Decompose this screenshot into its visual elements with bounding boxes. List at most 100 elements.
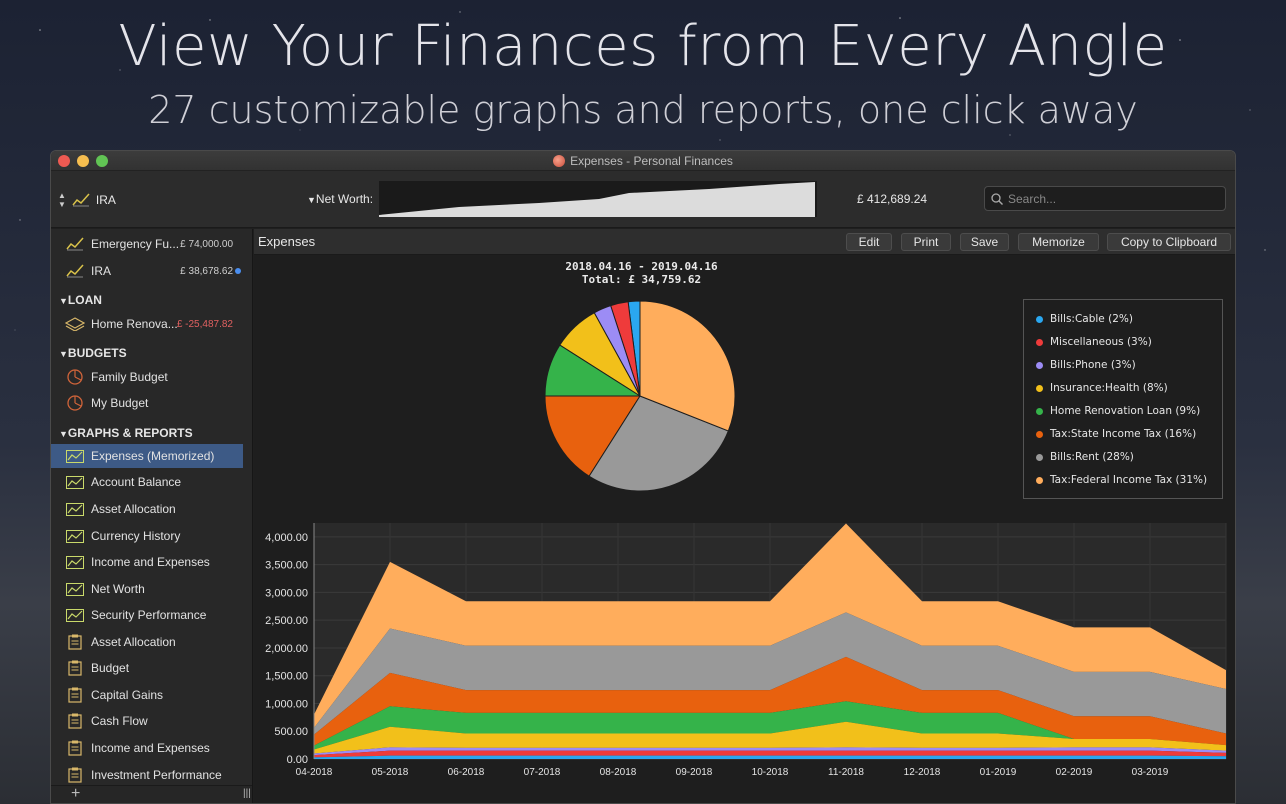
budget-pie-icon <box>65 395 85 411</box>
y-tick-label: 4,000.00 <box>265 532 308 544</box>
x-tick-label: 06-2018 <box>448 767 485 778</box>
x-tick-label: 04-2018 <box>296 767 333 778</box>
legend-swatch <box>1036 361 1043 369</box>
area-series-6[interactable] <box>314 612 1226 735</box>
close-window-button[interactable] <box>58 155 70 167</box>
net-worth-dropdown[interactable]: ▼Net Worth: <box>307 192 373 206</box>
legend-item-cable: Bills:Cable (2%) <box>1036 313 1133 325</box>
y-tick-label: 2,000.00 <box>265 643 308 655</box>
sidebar-item-cash-flow[interactable]: Cash Flow <box>51 709 243 733</box>
report-clipboard-icon <box>65 767 85 783</box>
pie-slice-7[interactable] <box>639 300 736 432</box>
y-tick-label: 3,500.00 <box>265 560 308 572</box>
sidebar-item-expenses-memorized[interactable]: Expenses (Memorized) <box>51 444 243 468</box>
y-tick-label: 500.00 <box>274 726 308 738</box>
account-selector[interactable]: ▲ ▼ IRA <box>58 191 116 209</box>
print-button[interactable]: Print <box>901 233 951 251</box>
sidebar-item-label: Net Worth <box>91 582 145 596</box>
area-series-1[interactable] <box>314 750 1226 758</box>
legend-swatch <box>1036 476 1043 484</box>
search-field[interactable] <box>984 186 1226 211</box>
legend-item-phone: Bills:Phone (3%) <box>1036 359 1136 371</box>
app-window: Expenses - Personal Finances ▲ ▼ IRA ▼Net… <box>50 150 1236 804</box>
sidebar-item-label: Emergency Fu... <box>91 237 180 251</box>
sidebar-item-asset-allocation-graph[interactable]: Asset Allocation <box>51 497 243 521</box>
legend-swatch <box>1036 453 1043 461</box>
unread-dot-icon <box>235 268 241 274</box>
sidebar-item-family-budget[interactable]: Family Budget <box>51 365 243 389</box>
minimize-window-button[interactable] <box>77 155 89 167</box>
sidebar-item-label: Account Balance <box>91 475 182 489</box>
sidebar-item-asset-allocation-report[interactable]: Asset Allocation <box>51 630 243 654</box>
section-header-budgets[interactable]: ▼BUDGETS <box>59 346 127 360</box>
edit-button[interactable]: Edit <box>846 233 892 251</box>
sidebar-item-label: Expenses (Memorized) <box>91 449 215 463</box>
copy-to-clipboard-button[interactable]: Copy to Clipboard <box>1107 233 1231 251</box>
pie-slice-5[interactable] <box>544 395 641 477</box>
sidebar-item-label: IRA <box>91 264 112 278</box>
legend-item-insurance: Insurance:Health (8%) <box>1036 382 1168 394</box>
legend-item-rent: Bills:Rent (28%) <box>1036 451 1134 463</box>
legend-item-state-tax: Tax:State Income Tax (16%) <box>1036 428 1196 440</box>
sidebar-item-income-expenses-report[interactable]: Income and Expenses <box>51 736 243 760</box>
y-tick-label: 0.00 <box>287 754 308 766</box>
sidebar-item-capital-gains[interactable]: Capital Gains <box>51 683 243 707</box>
sidebar-item-ira[interactable]: IRA £ 38,678.62 <box>51 259 243 283</box>
report-content: Expenses Edit Print Save Memorize Copy t… <box>254 229 1235 803</box>
app-logo-icon <box>553 154 566 167</box>
account-balance: £ 38,678.62 <box>180 265 233 277</box>
memorize-button[interactable]: Memorize <box>1018 233 1099 251</box>
sidebar-item-investment-performance[interactable]: Investment Performance <box>51 763 243 787</box>
loan-stack-icon <box>65 316 85 332</box>
sidebar-item-account-balance[interactable]: Account Balance <box>51 470 243 494</box>
sidebar-item-security-performance[interactable]: Security Performance <box>51 603 243 627</box>
disclosure-triangle-icon: ▼ <box>59 296 68 306</box>
x-tick-label: 08-2018 <box>600 767 637 778</box>
investment-account-icon <box>65 263 85 279</box>
legend-swatch <box>1036 407 1043 415</box>
sidebar-item-label: Home Renova... <box>91 317 178 331</box>
area-series-3[interactable] <box>314 721 1226 754</box>
expenses-stacked-area-chart: 0.00 500.00 1,000.00 1,500.00 2,000.00 2,500.… <box>265 523 1227 778</box>
legend-swatch <box>1036 315 1043 323</box>
sidebar-item-income-expenses-graph[interactable]: Income and Expenses <box>51 550 243 574</box>
disclosure-triangle-icon: ▼ <box>59 429 68 439</box>
sidebar-item-my-budget[interactable]: My Budget <box>51 391 243 415</box>
report-clipboard-icon <box>65 660 85 676</box>
section-header-loan[interactable]: ▼LOAN <box>59 293 102 307</box>
promo-headline: View Your Finances from Every Angle <box>118 14 1168 79</box>
area-series-2[interactable] <box>314 747 1226 756</box>
sidebar-item-label: Cash Flow <box>91 714 148 728</box>
sidebar: Emergency Fu... £ 74,000.00 IRA £ 38,678… <box>51 229 253 803</box>
pie-slice-6[interactable] <box>588 395 729 492</box>
zoom-window-button[interactable] <box>96 155 108 167</box>
report-clipboard-icon <box>65 687 85 703</box>
sidebar-item-currency-history[interactable]: Currency History <box>51 524 243 548</box>
chart-title: 2018.04.16 - 2019.04.16 Total: £ 34,759.… <box>254 260 1029 286</box>
sidebar-item-emergency-fund[interactable]: Emergency Fu... £ 74,000.00 <box>51 232 243 256</box>
account-balance: £ 74,000.00 <box>180 238 233 250</box>
area-series-0[interactable] <box>314 755 1226 759</box>
y-tick-label: 2,500.00 <box>265 615 308 627</box>
search-input[interactable] <box>1008 191 1208 206</box>
report-clipboard-icon <box>65 634 85 650</box>
sidebar-item-home-renovation[interactable]: Home Renova... £ -25,487.82 <box>51 312 243 336</box>
graph-icon <box>65 501 85 517</box>
resize-grip-icon[interactable]: ||| <box>243 788 251 799</box>
sidebar-item-label: Investment Performance <box>91 768 222 782</box>
area-series-4[interactable] <box>314 701 1226 750</box>
add-item-button[interactable]: + <box>71 785 81 802</box>
report-title: Expenses <box>258 234 316 249</box>
chart-date-range: 2018.04.16 - 2019.04.16 <box>565 260 718 273</box>
sidebar-item-net-worth[interactable]: Net Worth <box>51 577 243 601</box>
graph-icon <box>65 474 85 490</box>
report-header: Expenses Edit Print Save Memorize Copy t… <box>254 229 1235 255</box>
area-series-7[interactable] <box>314 523 1226 728</box>
area-series-5[interactable] <box>314 656 1226 746</box>
account-selector-label: IRA <box>95 193 116 207</box>
section-header-graphs-reports[interactable]: ▼GRAPHS & REPORTS <box>59 426 193 440</box>
sidebar-item-budget-report[interactable]: Budget <box>51 656 243 680</box>
save-button[interactable]: Save <box>960 233 1009 251</box>
sidebar-item-label: Family Budget <box>91 370 168 384</box>
x-tick-label: 11-2018 <box>828 767 864 778</box>
